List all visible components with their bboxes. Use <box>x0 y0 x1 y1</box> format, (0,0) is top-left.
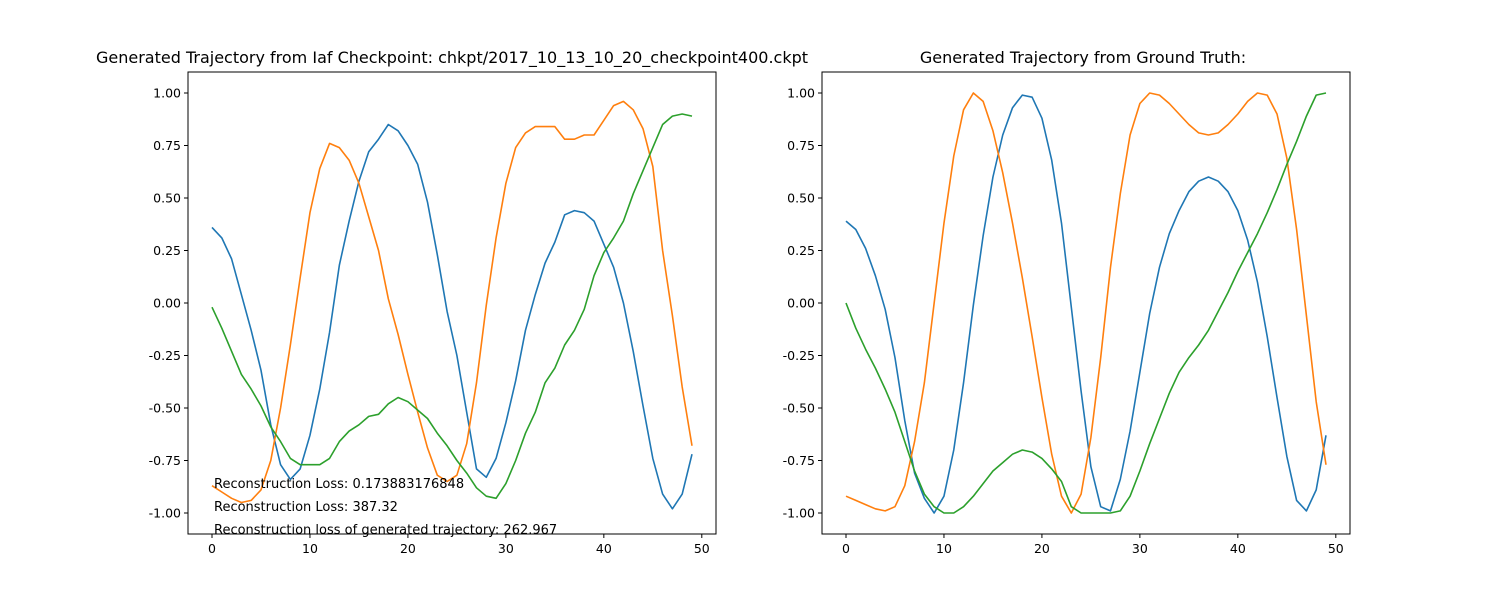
y-tick-label: 0.50 <box>153 191 181 206</box>
right-chart-panel: Generated Trajectory from Ground Truth: 0… <box>783 48 1351 556</box>
x-tick-label: 40 <box>1230 541 1246 556</box>
y-tick-label: 0.25 <box>153 243 181 258</box>
x-tick-label: 0 <box>842 541 850 556</box>
x-tick-label: 50 <box>1328 541 1344 556</box>
annotation-text: Reconstruction Loss: 387.32 <box>214 500 398 515</box>
series-line-3 <box>211 113 693 500</box>
y-tick-label: 0.50 <box>787 191 815 206</box>
y-tick-label: -0.25 <box>149 348 181 363</box>
y-tick-label: 0.00 <box>153 296 181 311</box>
series-line-2 <box>845 92 1327 514</box>
series-line-2 <box>211 100 693 504</box>
axes-frame <box>187 71 717 535</box>
x-tick-label: 50 <box>694 541 710 556</box>
chart-title: Generated Trajectory from Iaf Checkpoint… <box>96 48 808 68</box>
y-tick-label: 1.00 <box>787 86 815 101</box>
x-tick-label: 0 <box>208 541 216 556</box>
x-tick-label: 30 <box>1132 541 1148 556</box>
x-tick-label: 20 <box>1034 541 1050 556</box>
y-tick-label: -1.00 <box>783 506 815 521</box>
y-tick-label: -0.75 <box>783 453 815 468</box>
y-tick-label: -0.50 <box>783 401 815 416</box>
left-chart-panel: Generated Trajectory from Iaf Checkpoint… <box>96 48 808 556</box>
x-tick-label: 20 <box>400 541 416 556</box>
chart-title: Generated Trajectory from Ground Truth: <box>920 48 1246 67</box>
y-tick-label: 0.25 <box>787 243 815 258</box>
series-line-3 <box>845 92 1327 514</box>
y-tick-label: -1.00 <box>149 506 181 521</box>
x-tick-label: 30 <box>498 541 514 556</box>
annotation-text: Reconstruction loss of generated traject… <box>214 523 557 538</box>
annotation-text: Reconstruction Loss: 0.173883176848 <box>214 477 464 492</box>
y-tick-label: 0.75 <box>787 138 815 153</box>
x-tick-label: 10 <box>936 541 952 556</box>
y-tick-label: 0.00 <box>787 296 815 311</box>
y-tick-label: -0.25 <box>783 348 815 363</box>
y-tick-label: -0.50 <box>149 401 181 416</box>
x-tick-label: 10 <box>302 541 318 556</box>
x-tick-label: 40 <box>596 541 612 556</box>
series-line-1 <box>211 123 693 510</box>
y-tick-label: 1.00 <box>153 86 181 101</box>
y-tick-label: -0.75 <box>149 453 181 468</box>
y-tick-label: 0.75 <box>153 138 181 153</box>
series-line-1 <box>845 94 1327 514</box>
